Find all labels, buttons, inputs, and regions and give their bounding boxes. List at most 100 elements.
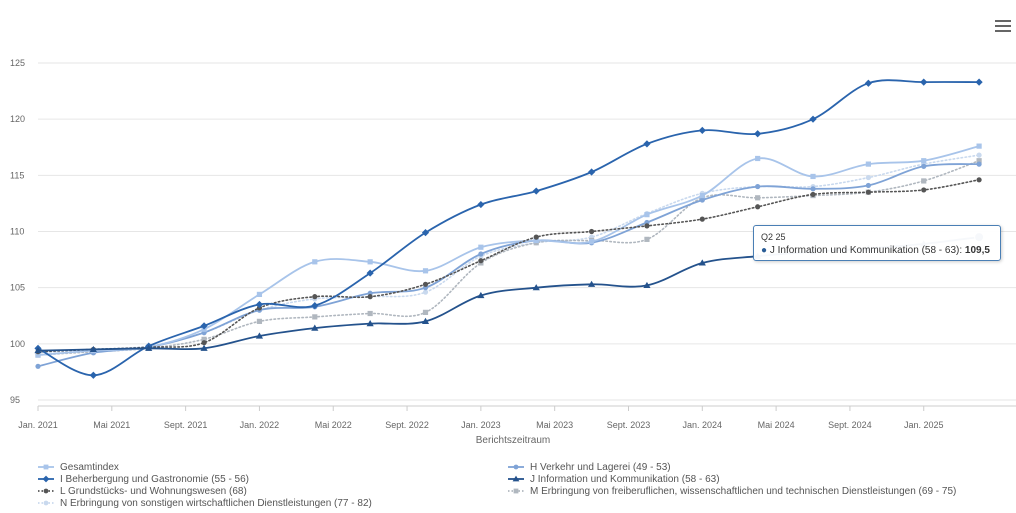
data-point[interactable] (755, 155, 761, 162)
x-tick-label: Sept. 2024 (828, 420, 872, 430)
data-point[interactable] (255, 332, 264, 339)
legend-item[interactable]: N Erbringung von sonstigen wirtschaftlic… (38, 497, 372, 509)
data-point[interactable] (478, 258, 484, 264)
data-point[interactable] (311, 324, 319, 331)
legend-item[interactable]: L Grundstücks- und Wohnungswesen (68) (38, 485, 247, 497)
x-tick-label: Jan. 2024 (683, 420, 723, 430)
x-tick-label: Mai 2023 (536, 420, 573, 430)
legend-swatch-icon (508, 488, 524, 494)
data-point (513, 488, 519, 494)
data-point[interactable] (698, 259, 706, 266)
data-point[interactable] (422, 281, 429, 287)
data-point[interactable] (809, 115, 817, 123)
data-point[interactable] (864, 79, 872, 87)
legend-swatch-icon (38, 464, 54, 470)
data-point[interactable] (35, 363, 41, 369)
data-point[interactable] (422, 268, 429, 274)
data-point[interactable] (643, 281, 651, 289)
data-point[interactable] (312, 294, 318, 300)
data-point[interactable] (201, 340, 207, 346)
data-point[interactable] (644, 236, 650, 242)
data-point[interactable] (478, 244, 484, 250)
legend-item[interactable]: Gesamtindex (38, 461, 119, 473)
data-point[interactable] (532, 187, 540, 195)
data-point[interactable] (421, 317, 430, 324)
data-point[interactable] (35, 352, 41, 358)
data-point[interactable] (644, 212, 650, 218)
data-point[interactable] (312, 259, 318, 265)
data-point[interactable] (865, 182, 871, 189)
data-point[interactable] (755, 183, 761, 190)
chart-menu-icon[interactable] (995, 20, 1011, 34)
data-point[interactable] (699, 192, 705, 199)
data-point[interactable] (89, 371, 97, 379)
data-point[interactable] (256, 291, 263, 298)
data-point[interactable] (976, 161, 982, 167)
data-point[interactable] (477, 200, 485, 209)
data-point[interactable] (976, 152, 982, 158)
data-point[interactable] (145, 344, 153, 351)
legend-label: J Information und Kommunikation (58 - 63… (530, 473, 720, 485)
data-point[interactable] (588, 228, 595, 235)
data-point[interactable] (200, 344, 208, 351)
data-point (512, 475, 520, 482)
data-point[interactable] (865, 161, 871, 167)
data-point[interactable] (755, 204, 761, 210)
data-point[interactable] (865, 174, 871, 181)
data-point[interactable] (921, 158, 927, 164)
data-point[interactable] (477, 291, 485, 299)
data-point[interactable] (865, 189, 871, 195)
data-point[interactable] (698, 126, 706, 134)
x-tick-label: Jan. 2023 (461, 420, 501, 430)
data-point[interactable] (921, 187, 927, 193)
data-point[interactable] (422, 309, 429, 315)
series-line[interactable] (37, 79, 980, 377)
data-point[interactable] (699, 216, 705, 222)
data-point[interactable] (699, 197, 705, 203)
data-point[interactable] (754, 130, 762, 138)
data-point[interactable] (921, 178, 927, 184)
data-point[interactable] (810, 186, 816, 192)
data-point[interactable] (587, 280, 596, 287)
data-point[interactable] (366, 269, 374, 277)
data-point[interactable] (975, 78, 983, 86)
data-point[interactable] (367, 259, 373, 265)
legend-item[interactable]: I Beherbergung und Gastronomie (55 - 56) (38, 473, 249, 485)
data-point[interactable] (367, 294, 373, 300)
data-point[interactable] (533, 237, 539, 244)
data-point[interactable] (921, 163, 927, 169)
x-tick-label: Mai 2022 (315, 420, 352, 430)
legend-item[interactable]: J Information und Kommunikation (58 - 63… (508, 473, 720, 485)
data-point[interactable] (366, 320, 374, 327)
data-point[interactable] (89, 345, 97, 353)
legend-item[interactable]: M Erbringung von freiberuflichen, wissen… (508, 485, 956, 497)
data-point[interactable] (587, 168, 596, 176)
data-point[interactable] (976, 143, 982, 149)
data-point[interactable] (311, 302, 319, 310)
data-point[interactable] (255, 300, 264, 309)
data-point[interactable] (643, 140, 651, 148)
data-point[interactable] (367, 310, 373, 317)
data-point[interactable] (810, 191, 816, 198)
data-point[interactable] (644, 223, 650, 229)
data-point[interactable] (256, 318, 263, 324)
legend-item[interactable]: H Verkehr und Lagerei (49 - 53) (508, 461, 671, 473)
series-line[interactable] (37, 163, 980, 368)
data-point[interactable] (312, 314, 318, 320)
x-axis-label: Berichtszeitraum (476, 435, 550, 446)
data-point[interactable] (421, 229, 430, 237)
data-point[interactable] (478, 251, 484, 257)
data-point[interactable] (810, 173, 816, 180)
data-point[interactable] (200, 322, 208, 330)
data-point[interactable] (201, 336, 207, 342)
data-point[interactable] (755, 195, 761, 201)
data-point[interactable] (533, 234, 539, 240)
data-point[interactable] (34, 346, 42, 354)
series-line[interactable] (37, 179, 980, 353)
data-point[interactable] (532, 284, 540, 291)
data-point[interactable] (976, 158, 982, 164)
data-point[interactable] (976, 177, 982, 183)
data-point[interactable] (920, 78, 928, 86)
data-point[interactable] (588, 239, 595, 245)
data-point[interactable] (422, 289, 429, 295)
